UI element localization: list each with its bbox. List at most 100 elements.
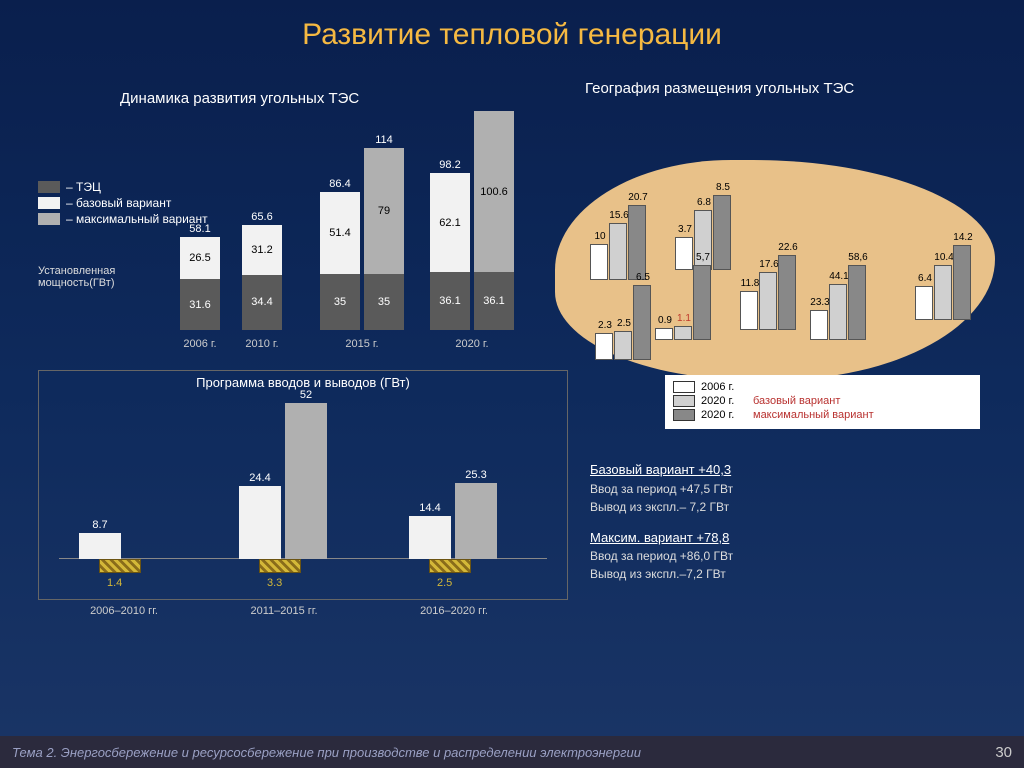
map-bar-group: 6.410.414.2	[915, 230, 971, 320]
legend-row: 2020 г.базовый вариант	[673, 395, 972, 407]
total-label: 58.1	[180, 223, 220, 235]
legend-label: – базовый вариант	[66, 196, 171, 210]
total-label: 65.6	[242, 211, 282, 223]
map-bar: 44.1	[829, 284, 847, 340]
bottom-chart-title: Программа вводов и выводов (ГВт)	[39, 375, 567, 390]
map-bar-group: 1015.620.7	[590, 190, 646, 280]
legend-swatch	[38, 181, 60, 193]
summary-text: Базовый вариант +40,3 Ввод за период +47…	[590, 460, 733, 583]
map-bar-label: 20.7	[627, 192, 649, 203]
map-bar: 22.6	[778, 255, 796, 330]
total-label: 86.4	[320, 178, 360, 190]
map-bar-group: 23.344.158,6	[810, 250, 866, 340]
map-bar: 11.8	[740, 291, 758, 330]
val-tec: 36.1	[430, 295, 470, 307]
val-max: 52	[285, 389, 327, 401]
year-label: 2015 г.	[332, 338, 392, 350]
map-bar-label: 10	[589, 231, 611, 242]
legend-map: 2006 г.2020 г.базовый вариант2020 г.макс…	[665, 375, 980, 429]
val-max: 79	[364, 205, 404, 217]
period-bar-max	[285, 403, 327, 559]
legend-swatch	[673, 395, 695, 407]
period-bar-base	[79, 533, 121, 559]
year-label: 2010 г.	[232, 338, 292, 350]
axis-label-top: Установленная мощность(ГВт)	[38, 265, 115, 289]
map-bar-label: 15.6	[608, 210, 630, 221]
map-bar: 6.4	[915, 286, 933, 320]
map-bar-label: 8.5	[712, 182, 734, 193]
total-label: 98.2	[430, 159, 470, 171]
map-bar-label: 17.6	[758, 259, 780, 270]
period-label: 2011–2015 гг.	[219, 605, 349, 617]
legend-note: базовый вариант	[753, 395, 840, 407]
val-base: 31.2	[242, 244, 282, 256]
legend-year: 2006 г.	[701, 381, 753, 393]
subtitle-left: Динамика развития угольных ТЭС	[120, 90, 359, 107]
map-bar: 2.3	[595, 333, 613, 360]
val-max: 25.3	[455, 469, 497, 481]
footer-text: Тема 2. Энергосбережение и ресурсосбереж…	[12, 745, 995, 760]
val-base: 26.5	[180, 252, 220, 264]
map-bar: 23.3	[810, 310, 828, 340]
map-bar-label: 2.5	[613, 318, 635, 329]
legend-swatch	[673, 409, 695, 421]
legend-row: 2006 г.	[673, 381, 972, 393]
legend-swatch	[38, 213, 60, 225]
period-bar-base	[239, 486, 281, 559]
val-base: 24.4	[239, 472, 281, 484]
summary-max-l2: Вывод из экспл.–7,2 ГВт	[590, 565, 733, 583]
content-area: Динамика развития угольных ТЭС География…	[0, 70, 1024, 728]
period-bar-neg	[259, 559, 301, 573]
val-tec: 34.4	[242, 296, 282, 308]
map-bar-label: 23.3	[809, 297, 831, 308]
legend-year: 2020 г.	[701, 395, 753, 407]
summary-max-hdr: Максим. вариант +78,8	[590, 528, 733, 548]
period-bar-base	[409, 516, 451, 559]
map-bar: 6.5	[633, 285, 651, 360]
year-label: 2006 г.	[170, 338, 230, 350]
map-bar-label: 44.1	[828, 271, 850, 282]
slide-title: Развитие тепловой генерации	[0, 0, 1024, 52]
period-label: 2016–2020 гг.	[389, 605, 519, 617]
map-bar: 2.5	[614, 331, 632, 360]
legend-year: 2020 г.	[701, 409, 753, 421]
map-bar: 10.4	[934, 265, 952, 320]
summary-base-l1: Ввод за период +47,5 ГВт	[590, 480, 733, 498]
period-label: 2006–2010 гг.	[59, 605, 189, 617]
val-max: 100.6	[474, 186, 514, 198]
val-base: 51.4	[320, 227, 360, 239]
top-chart: 58.1 26.5 31.6 2006 г. 65.6 31.2 34.4 20…	[180, 140, 530, 350]
map-bar: 8.5	[713, 195, 731, 270]
map-bar: 20.7	[628, 205, 646, 280]
summary-base-hdr: Базовый вариант +40,3	[590, 460, 733, 480]
val-neg: 2.5	[437, 577, 452, 589]
year-label: 2020 г.	[442, 338, 502, 350]
val-neg: 3.3	[267, 577, 282, 589]
map-bar: 1.1	[674, 326, 692, 340]
val-base: 62.1	[430, 217, 470, 229]
val-tec: 36.1	[474, 295, 514, 307]
map-bar: 5,7	[693, 265, 711, 340]
map-bar-group: 11.817.622.6	[740, 240, 796, 330]
map-bar-label: 14.2	[952, 232, 974, 243]
total-label: 114	[364, 134, 404, 146]
map-bar-label: 1.1	[673, 313, 695, 324]
map-bar-label: 10.4	[933, 252, 955, 263]
val-base: 14.4	[409, 502, 451, 514]
subtitle-right: География размещения угольных ТЭС	[585, 80, 854, 97]
summary-base-l2: Вывод из экспл.– 7,2 ГВт	[590, 498, 733, 516]
period-bar-neg	[429, 559, 471, 573]
period-bar-neg	[99, 559, 141, 573]
map-bar-label: 6.5	[632, 272, 654, 283]
map-bar-group: 2.32.56.5	[595, 270, 651, 360]
legend-swatch	[38, 197, 60, 209]
legend-swatch	[673, 381, 695, 393]
bottom-chart: Программа вводов и выводов (ГВт) 8.71.42…	[38, 370, 568, 600]
map-bar-label: 5,7	[692, 252, 714, 263]
map-bar-label: 6.4	[914, 273, 936, 284]
val-base: 8.7	[79, 519, 121, 531]
map-bar-group: 0.91.15,7	[655, 250, 711, 340]
map-bar-label: 3.7	[674, 224, 696, 235]
map-bar-label: 22.6	[777, 242, 799, 253]
legend-note: максимальный вариант	[753, 409, 874, 421]
